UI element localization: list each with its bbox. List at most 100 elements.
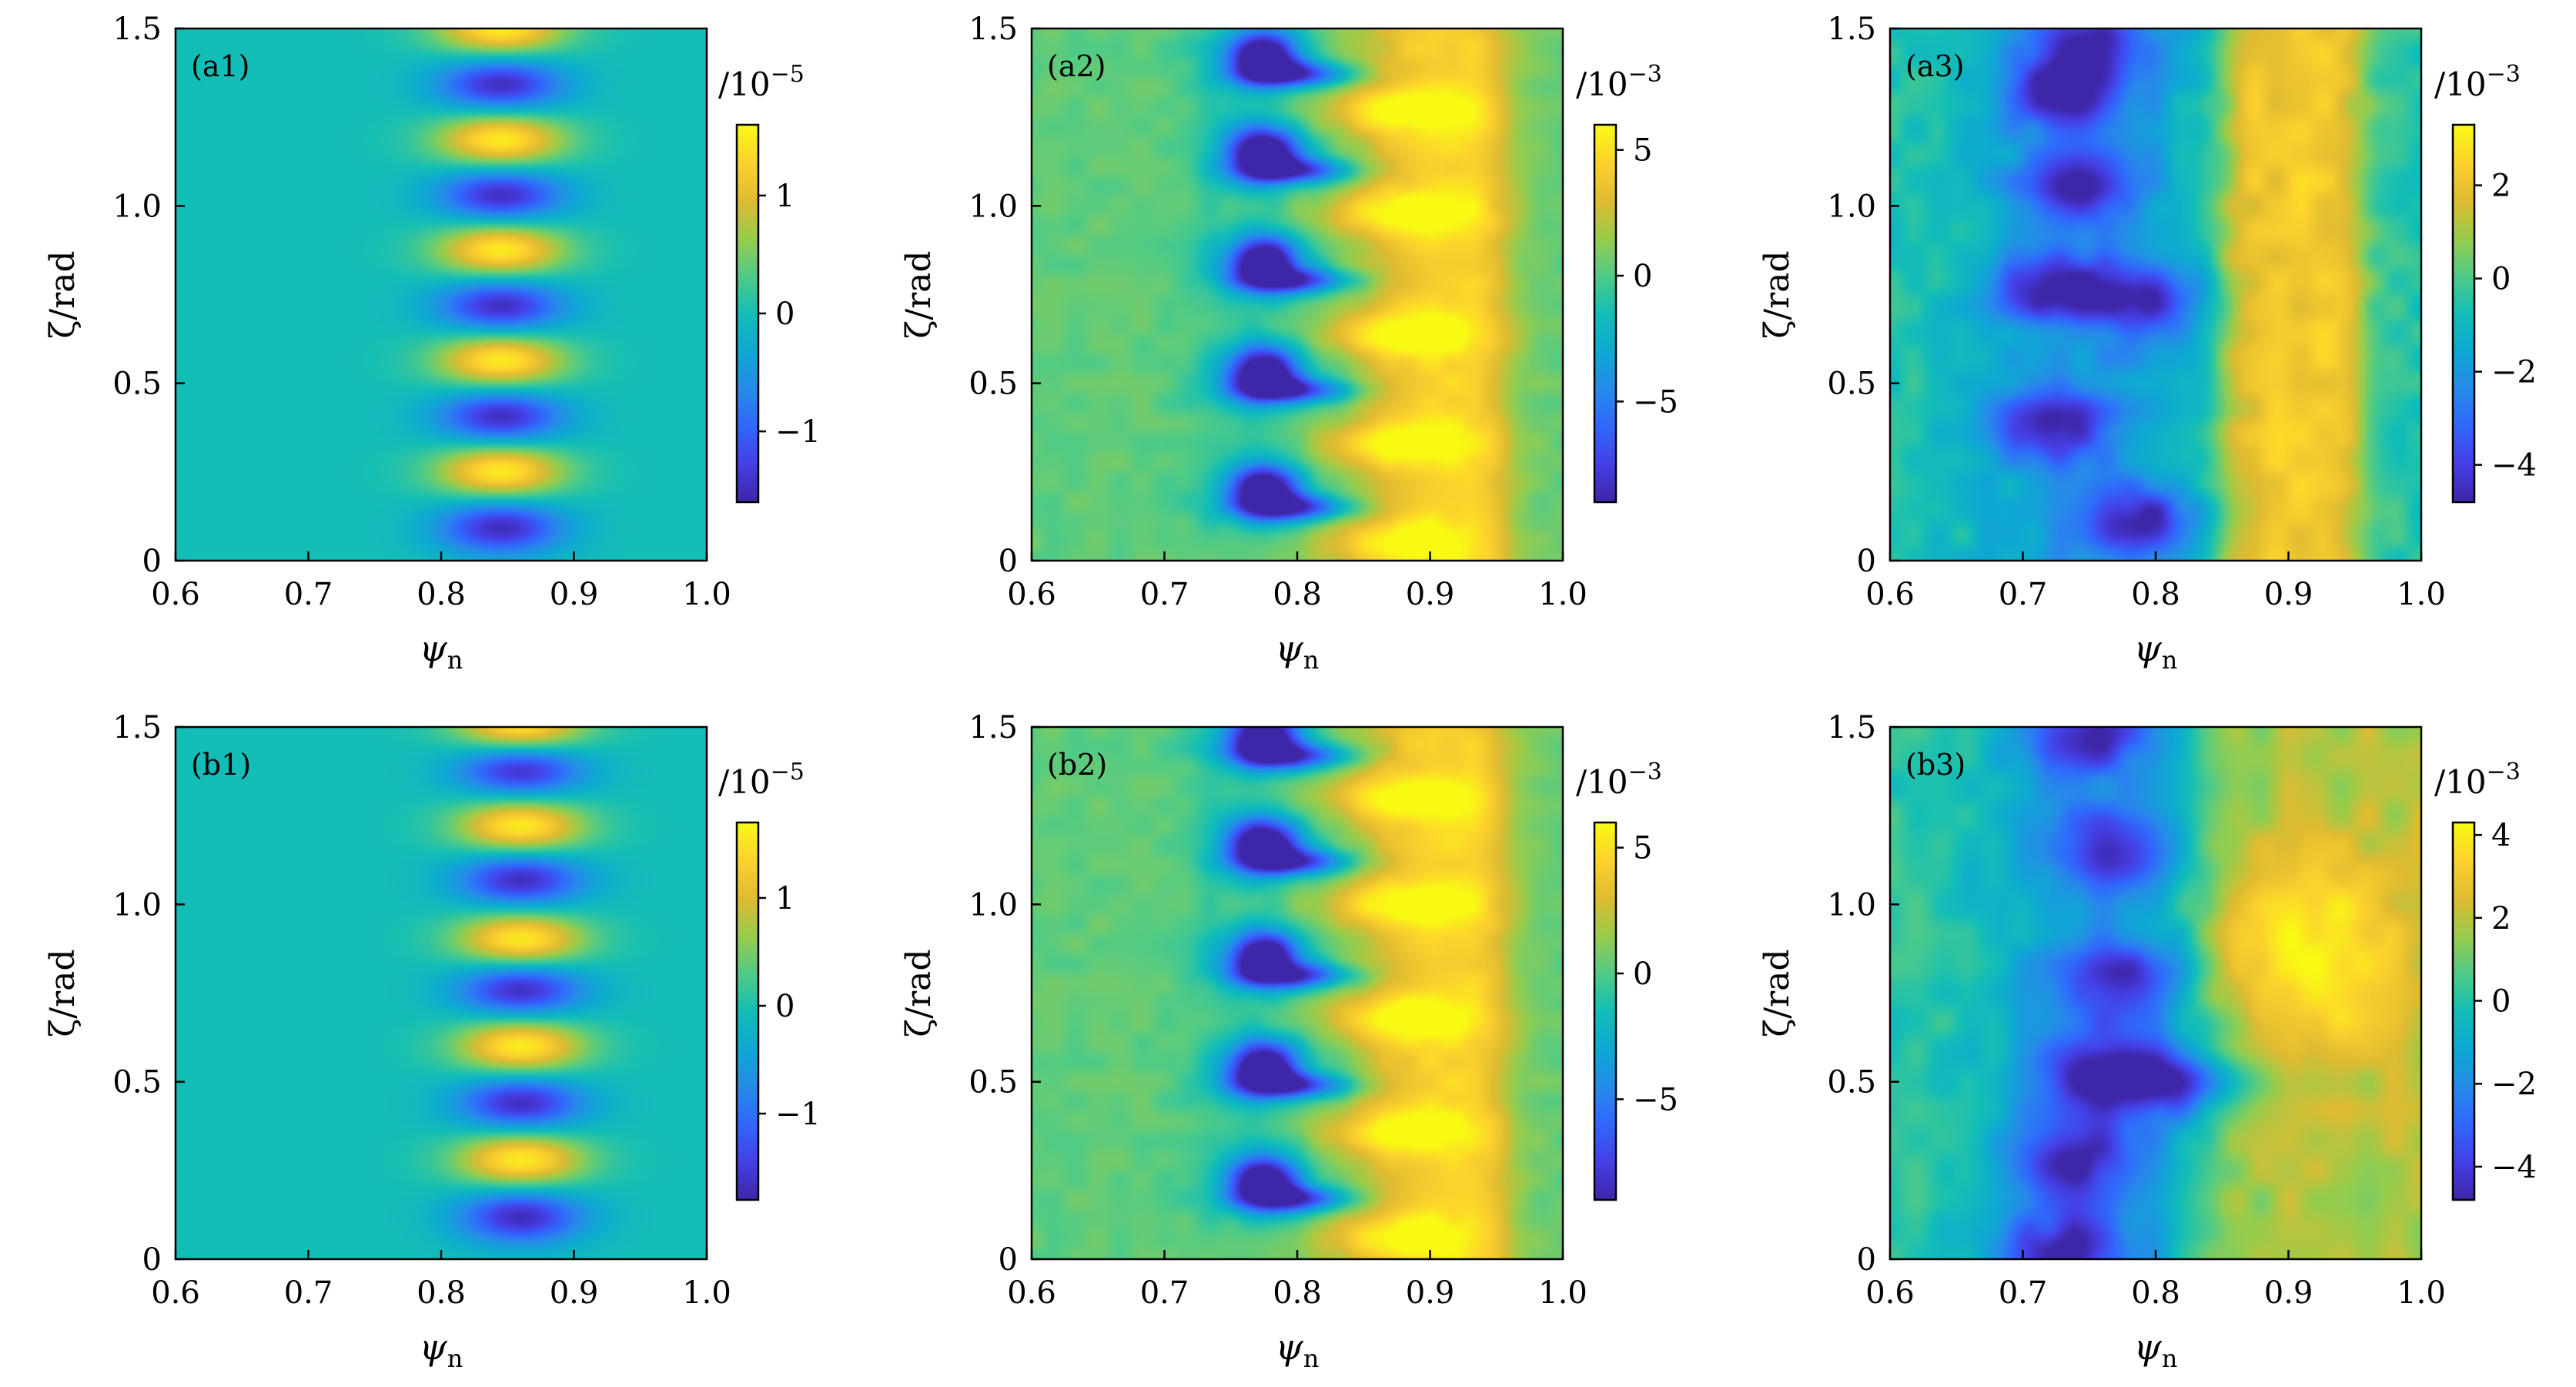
colorbar-frame: [1593, 123, 1618, 504]
x-axis-label: ψn: [420, 1326, 463, 1373]
y-tick-label: 0.5: [969, 367, 1018, 402]
x-tick-label: 0.7: [284, 577, 333, 612]
colorbar-tick-label: 0: [1633, 259, 1652, 294]
y-tick-label: 1.5: [1827, 710, 1876, 745]
colorbar-gradient: [1594, 125, 1616, 502]
colorbar-unit-exponent: −5: [771, 759, 805, 786]
panel-label: (b1): [191, 748, 251, 782]
x-tick-label: 0.9: [2264, 577, 2313, 612]
colorbar-tick-label: 0: [1633, 956, 1652, 992]
x-tick-label: 1.0: [2397, 1275, 2446, 1311]
colorbar-tick-label: 5: [1633, 133, 1652, 169]
x-tick-label: 0.9: [1406, 1275, 1455, 1311]
x-tick-label: 1.0: [682, 577, 731, 612]
colorbar-gradient: [1594, 822, 1616, 1200]
colorbar-tick-label: 4: [2491, 818, 2511, 853]
y-tick-label: 0: [1857, 544, 1876, 579]
colorbar: 4 2 0 −2 −4/10−3: [2434, 759, 2537, 1201]
colorbar-unit-label: /10−3: [2434, 61, 2521, 103]
colorbar-frame: [2451, 821, 2476, 1201]
y-tick-label: 0.5: [1827, 367, 1876, 402]
x-axis-label-subscript: n: [2162, 645, 2178, 675]
panel-label: (b3): [1905, 748, 1965, 782]
y-tick-label: 0: [142, 1242, 162, 1278]
colorbar-gradient: [737, 125, 758, 502]
x-tick-label: 1.0: [2397, 577, 2446, 612]
y-tick-label: 1.0: [969, 887, 1018, 923]
x-tick-label: 0.6: [1007, 1275, 1056, 1311]
x-tick-label: 0.7: [1140, 577, 1189, 612]
y-axis-label: ζ/rad: [43, 250, 82, 338]
x-tick-label: 0.7: [1140, 1275, 1189, 1311]
colorbar-unit-exponent: −3: [1628, 759, 1662, 786]
panel-a2: (a2) 0.6 0.7 0.8 0.9 1.0 0 0.5 1.0 1.5 ψn ζ/rad 5 0 −5…: [899, 12, 1678, 675]
y-tick-label: 1.0: [1827, 189, 1876, 224]
x-tick-label: 0.8: [1273, 1275, 1322, 1311]
x-tick-label: 0.7: [1999, 1275, 2048, 1311]
colorbar-unit-label: /10−3: [1576, 61, 1662, 103]
colorbar-tick-label: 0: [2491, 262, 2511, 297]
x-tick-label: 0.6: [1865, 1275, 1915, 1311]
colorbar: 5 0 −5/10−3: [1576, 61, 1678, 504]
heatmap-image: [1032, 727, 1563, 1259]
x-tick-label: 1.0: [1538, 577, 1587, 612]
y-tick-label: 0.5: [969, 1065, 1018, 1101]
x-tick-label: 0.8: [2131, 1275, 2180, 1311]
colorbar: 1 0 −1/10−5: [718, 759, 821, 1201]
y-tick-label: 1.5: [1827, 12, 1876, 47]
panel-label: (a1): [191, 49, 249, 83]
y-axis-label: ζ/rad: [1758, 250, 1797, 338]
heatmap-image: [1032, 28, 1563, 561]
colorbar-gradient: [2453, 125, 2474, 502]
x-tick-label: 0.7: [1999, 577, 2048, 612]
heatmap-image: [1890, 727, 2421, 1259]
colorbar-tick-label: 1: [775, 179, 795, 214]
x-tick-label: 0.6: [1007, 577, 1056, 612]
colorbar-gradient: [737, 822, 758, 1200]
panel-label: (a2): [1047, 49, 1106, 83]
colorbar-tick-label: −2: [2491, 1067, 2537, 1102]
y-tick-label: 1.5: [112, 12, 162, 47]
colorbar: 1 0 −1/10−5: [718, 61, 821, 504]
y-tick-label: 0.5: [112, 1065, 162, 1101]
colorbar-tick-label: 2: [2491, 901, 2511, 936]
panel-b2: (b2) 0.6 0.7 0.8 0.9 1.0 0 0.5 1.0 1.5 ψn ζ/rad 5 0 −5…: [899, 710, 1678, 1373]
colorbar-unit-exponent: −3: [2487, 759, 2521, 786]
colorbar-tick-label: −1: [775, 1097, 821, 1132]
x-tick-label: 0.7: [284, 1275, 333, 1311]
colorbar-frame: [1593, 821, 1618, 1201]
y-tick-label: 1.0: [969, 189, 1018, 224]
y-tick-label: 1.5: [969, 710, 1018, 745]
colorbar-tick-label: −4: [2491, 1150, 2537, 1185]
y-tick-label: 1.5: [112, 710, 162, 745]
y-tick-label: 0.5: [1827, 1065, 1876, 1101]
x-tick-label: 0.6: [151, 577, 200, 612]
colorbar-tick-label: 1: [775, 881, 795, 916]
x-tick-label: 0.9: [550, 1275, 599, 1311]
colorbar-tick-label: −2: [2491, 355, 2537, 390]
colorbar-tick-label: 0: [775, 296, 795, 332]
x-axis-label-subscript: n: [1303, 1344, 1320, 1373]
colorbar-unit-exponent: −5: [771, 61, 805, 88]
colorbar-unit-exponent: −3: [1628, 61, 1662, 88]
x-axis-label-subscript: n: [447, 645, 463, 675]
colorbar-gradient: [2453, 822, 2474, 1200]
panel-a3: (a3) 0.6 0.7 0.8 0.9 1.0 0 0.5 1.0 1.5 ψn ζ/rad 2 0 −2…: [1758, 12, 2537, 675]
x-tick-label: 0.9: [1406, 577, 1455, 612]
x-tick-label: 0.9: [550, 577, 599, 612]
x-tick-label: 0.8: [2131, 577, 2180, 612]
x-tick-label: 1.0: [1538, 1275, 1587, 1311]
y-tick-label: 0: [1857, 1242, 1876, 1278]
y-axis-label: ζ/rad: [1758, 949, 1797, 1037]
y-axis-label: ζ/rad: [899, 250, 938, 338]
panel-label: (a3): [1905, 49, 1964, 83]
colorbar-tick-label: −4: [2491, 448, 2537, 484]
y-tick-label: 1.5: [969, 12, 1018, 47]
heatmap-image: [176, 727, 707, 1259]
panel-b3: (b3) 0.6 0.7 0.8 0.9 1.0 0 0.5 1.0 1.5 ψn ζ/rad 4 2 0 −…: [1758, 710, 2537, 1373]
colorbar-tick-label: 5: [1633, 831, 1652, 866]
panel-b1: (b1) 0.6 0.7 0.8 0.9 1.0 0 0.5 1.0 1.5 ψn ζ/rad 1 0 −1…: [43, 710, 821, 1373]
colorbar-tick-label: 0: [2491, 984, 2511, 1020]
heatmap-image: [176, 28, 707, 561]
